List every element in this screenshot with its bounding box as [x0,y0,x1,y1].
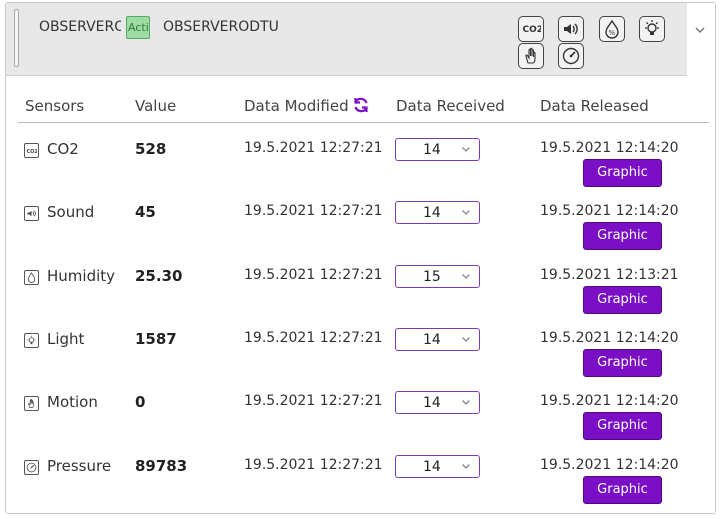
graphic-button[interactable]: Graphic [583,159,662,187]
sensor-value: 45 [135,203,156,222]
data-received-select[interactable]: 14 [395,138,480,161]
motion-icon [24,396,39,412]
column-header-value: Value [135,97,177,115]
sensor-card: OBSERVERO Active OBSERVERODTU CO2 % Sens… [5,2,716,514]
column-header-received: Data Received [396,97,505,115]
data-released: 19.5.2021 12:14:20 [540,456,679,473]
graphic-button[interactable]: Graphic [583,475,662,504]
data-received-select[interactable]: 14 [395,391,480,415]
drag-handle[interactable] [14,9,19,67]
sensor-row-sound: Sound 45 19.5.2021 12:27:21 14 19.5.2021 12:… [6,194,715,257]
data-modified: 19.5.2021 12:27:21 [244,266,383,283]
status-badge: Active [126,16,150,39]
sensor-name: Light [47,329,85,348]
pressure-icon [24,459,39,475]
device-name: OBSERVERODTU [163,19,279,35]
sensor-row-motion: Motion 0 19.5.2021 12:27:21 14 19.5.2021 12:… [6,384,715,447]
sound-icon[interactable] [558,16,584,42]
collapse-toggle[interactable] [687,17,713,43]
chevron-down-icon [462,147,470,152]
chevron-down-icon [462,210,470,216]
sensor-name: Sound [47,203,95,222]
sensor-row-pressure: Pressure 89783 19.5.2021 12:27:21 14 19.5.20… [6,448,715,511]
sensor-row-light: Light 1587 19.5.2021 12:27:21 14 19.5.2021 1… [6,321,715,384]
data-received-value: 14 [423,458,441,475]
light-icon[interactable] [639,16,665,42]
data-received-select[interactable]: 15 [395,264,480,288]
light-icon [24,332,39,348]
sensor-name: CO2 [47,140,79,158]
chevron-down-icon [462,400,470,406]
co2-icon-text: CO2 [26,149,37,155]
data-released: 19.5.2021 12:14:20 [540,393,679,410]
data-modified: 19.5.2021 12:27:21 [244,393,383,410]
chevron-down-icon [695,27,705,34]
humidity-icon-text: % [609,29,616,37]
sensor-value: 528 [135,140,167,158]
column-header-sensors: Sensors [25,97,85,115]
data-received-select[interactable]: 14 [395,201,480,225]
data-modified: 19.5.2021 12:27:21 [244,203,383,220]
data-released: 19.5.2021 12:13:21 [540,266,679,283]
column-header-released: Data Released [540,97,649,115]
data-received-value: 15 [423,268,441,285]
pressure-icon[interactable] [558,43,584,69]
sensor-row-co2: CO2 CO2 528 19.5.2021 12:27:21 14 19.5.2021 1… [6,131,715,194]
data-modified: 19.5.2021 12:27:21 [244,456,383,473]
data-released: 19.5.2021 12:14:20 [540,140,679,156]
sensor-row-humidity: Humidity 25.30 19.5.2021 12:27:21 15 19.5.20… [6,258,715,321]
sensor-name: Humidity [47,266,116,285]
sensor-value: 1587 [135,329,177,348]
device-name-truncated: OBSERVERO [39,19,121,35]
sensor-name: Motion [47,393,98,412]
graphic-button[interactable]: Graphic [583,412,662,441]
device-header: OBSERVERO Active OBSERVERODTU CO2 % [6,3,715,76]
sensor-value: 25.30 [135,266,183,285]
sensor-value: 89783 [135,456,188,475]
graphic-button[interactable]: Graphic [583,285,662,314]
data-released: 19.5.2021 12:14:20 [540,203,679,220]
refresh-icon[interactable] [352,96,370,114]
column-header-modified: Data Modified [244,97,349,115]
sound-icon [24,206,39,222]
data-modified: 19.5.2021 12:27:21 [244,329,383,346]
co2-icon[interactable]: CO2 [518,16,544,42]
chevron-down-icon [462,336,470,342]
co2-icon: CO2 [24,143,39,158]
motion-icon[interactable] [518,43,544,69]
data-received-value: 14 [423,205,441,222]
data-received-value: 14 [423,142,441,158]
data-received-value: 14 [423,331,441,348]
data-released: 19.5.2021 12:14:20 [540,329,679,346]
data-received-value: 14 [423,395,441,412]
data-modified: 19.5.2021 12:27:21 [244,140,383,156]
header-divider [18,122,709,123]
header-toggle-area [687,3,715,76]
humidity-icon [24,269,39,285]
data-received-select[interactable]: 14 [395,327,480,351]
graphic-button[interactable]: Graphic [583,222,662,251]
chevron-down-icon [462,463,470,469]
humidity-icon[interactable]: % [599,16,625,42]
sensor-name: Pressure [47,456,112,475]
graphic-button[interactable]: Graphic [583,348,662,377]
chevron-down-icon [462,273,470,279]
data-received-select[interactable]: 14 [395,454,480,478]
co2-icon-text: CO2 [523,25,542,35]
sensor-value: 0 [135,393,146,412]
